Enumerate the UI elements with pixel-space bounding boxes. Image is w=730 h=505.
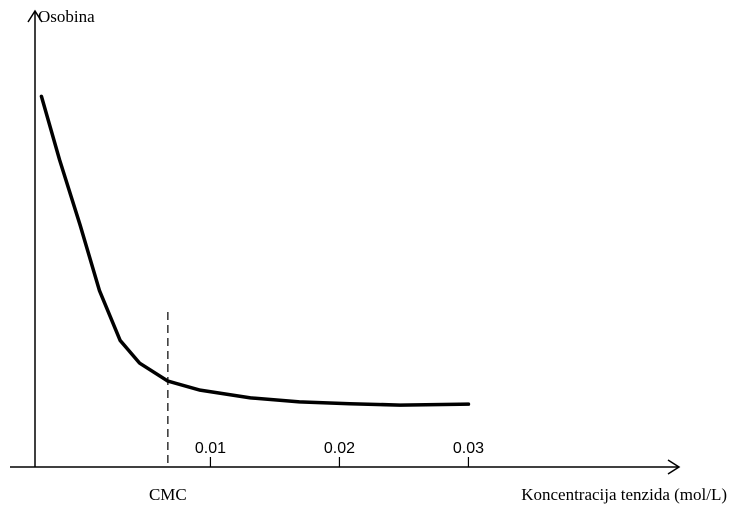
x-tick-label: 0.03 (453, 440, 484, 457)
x-axis-arrow (667, 459, 681, 475)
y-axis-arrow (27, 9, 43, 23)
y-axis-title: Osobina (38, 7, 95, 26)
data-line (39, 94, 471, 407)
cmc-label: CMC (149, 485, 187, 504)
x-tick-label: 0.01 (195, 440, 226, 457)
x-axis-title: Koncentracija tenzida (mol/L) (521, 485, 727, 504)
x-tick-label: 0.02 (324, 440, 355, 457)
